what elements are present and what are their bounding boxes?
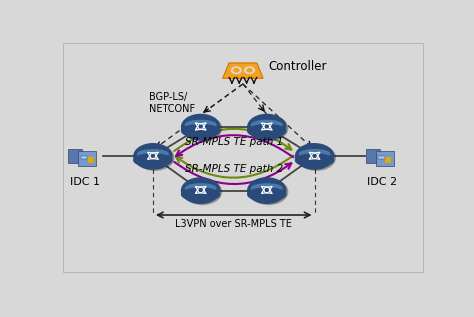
FancyBboxPatch shape [63, 43, 423, 272]
Text: Controller: Controller [269, 60, 327, 73]
Circle shape [249, 116, 288, 141]
Ellipse shape [252, 120, 282, 129]
FancyBboxPatch shape [88, 157, 94, 163]
Ellipse shape [185, 120, 216, 129]
FancyBboxPatch shape [378, 156, 385, 159]
Circle shape [183, 116, 222, 141]
FancyBboxPatch shape [385, 157, 392, 163]
Text: IDC 2: IDC 2 [367, 177, 398, 187]
Ellipse shape [185, 184, 216, 193]
Ellipse shape [252, 184, 282, 193]
Text: IDC 1: IDC 1 [70, 177, 100, 187]
FancyBboxPatch shape [81, 156, 87, 159]
Circle shape [297, 145, 336, 170]
Ellipse shape [137, 150, 168, 158]
Circle shape [245, 67, 255, 74]
FancyBboxPatch shape [366, 149, 380, 163]
Ellipse shape [182, 188, 220, 201]
Circle shape [183, 179, 222, 204]
Circle shape [249, 179, 288, 204]
Polygon shape [223, 63, 263, 78]
Ellipse shape [248, 188, 286, 201]
Ellipse shape [299, 150, 330, 158]
Circle shape [295, 144, 334, 169]
Ellipse shape [295, 154, 334, 166]
Text: L3VPN over SR-MPLS TE: L3VPN over SR-MPLS TE [175, 218, 292, 229]
Circle shape [247, 68, 252, 72]
FancyBboxPatch shape [68, 149, 82, 163]
Circle shape [248, 178, 286, 203]
Ellipse shape [182, 125, 220, 137]
Circle shape [182, 114, 220, 140]
Text: BGP-LS/
NETCONF: BGP-LS/ NETCONF [149, 92, 195, 113]
Text: SR-MPLS TE path 1: SR-MPLS TE path 1 [184, 137, 283, 147]
Text: SR-MPLS TE path 2: SR-MPLS TE path 2 [184, 164, 283, 174]
Circle shape [248, 114, 286, 140]
Circle shape [182, 178, 220, 203]
Ellipse shape [248, 125, 286, 137]
Circle shape [134, 144, 172, 169]
Ellipse shape [134, 154, 172, 166]
Circle shape [234, 68, 239, 72]
Circle shape [231, 67, 241, 74]
Circle shape [136, 145, 174, 170]
FancyBboxPatch shape [78, 151, 96, 166]
FancyBboxPatch shape [376, 151, 393, 166]
